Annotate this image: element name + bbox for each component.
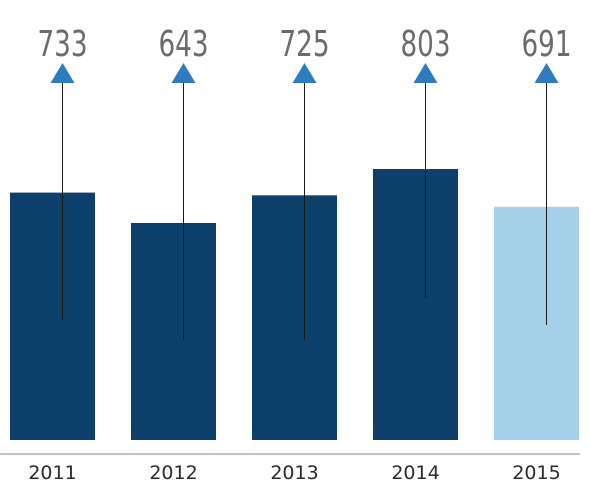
bar-2012: [131, 222, 216, 440]
year-label-2011: 2011: [28, 462, 76, 484]
bar-2014: [373, 168, 458, 441]
value-labels-group: 733 643 725 803 691: [38, 24, 572, 65]
bars-group: [10, 168, 579, 441]
arrow-up-icon: [171, 63, 196, 83]
bar-2013: [252, 195, 337, 440]
bar-2015: [494, 206, 579, 440]
year-label-2015: 2015: [512, 462, 560, 484]
arrow-up-icon: [292, 63, 317, 83]
bar-2011: [10, 192, 95, 440]
year-label-2014: 2014: [391, 462, 439, 484]
value-label-2013: 725: [280, 24, 330, 65]
value-label-2011: 733: [38, 24, 88, 65]
value-label-2015: 691: [522, 24, 572, 65]
arrow-up-icon: [534, 63, 559, 83]
indicator-lines-group: [62, 82, 547, 340]
year-label-2012: 2012: [149, 462, 197, 484]
arrow-up-icon: [413, 63, 438, 83]
year-labels-group: 2011 2012 2013 2014 2015: [28, 462, 560, 484]
arrows-group: [50, 63, 559, 83]
arrow-up-icon: [50, 63, 75, 83]
year-label-2013: 2013: [270, 462, 318, 484]
value-label-2012: 643: [159, 24, 209, 65]
value-label-2014: 803: [401, 24, 451, 65]
